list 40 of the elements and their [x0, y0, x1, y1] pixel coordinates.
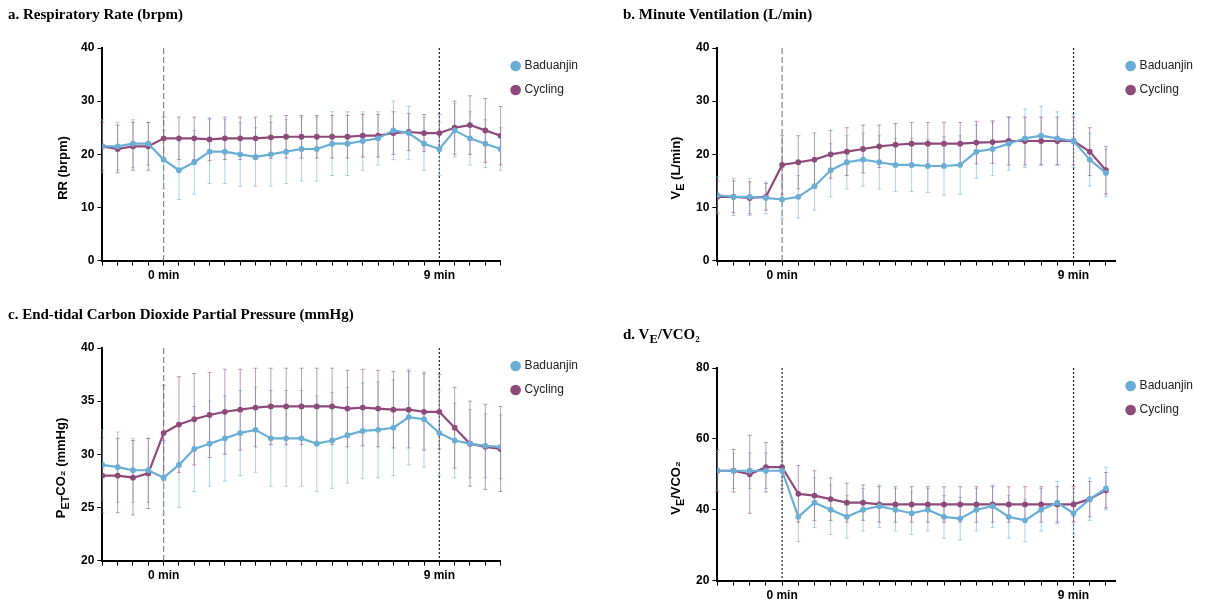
y-tick-label: 40: [80, 40, 95, 55]
y-tick-label: 80: [695, 360, 710, 375]
legend-label: Cycling: [1139, 402, 1179, 417]
y-tick-label: 40: [695, 502, 710, 517]
y-tick-label: 40: [80, 340, 95, 355]
x-tick-label: 0 min: [766, 268, 798, 283]
y-tick-label: 20: [695, 146, 710, 161]
legend-label: Cycling: [524, 382, 564, 397]
x-tick-label: 0 min: [766, 588, 798, 603]
y-tick-label: 10: [80, 199, 95, 214]
y-tick-label: 0: [702, 252, 710, 267]
y-tick-label: 30: [80, 446, 95, 461]
y-tick-label: 0: [87, 252, 95, 267]
y-axis-title: RR (brpm): [54, 136, 70, 200]
x-tick-label: 9 min: [1057, 588, 1090, 603]
y-tick-label: 25: [80, 499, 95, 514]
y-tick-label: 60: [695, 431, 710, 446]
chart-title: a. Respiratory Rate (brpm): [8, 6, 183, 23]
y-tick-label: 10: [695, 199, 710, 214]
legend-label: Baduanjin: [1139, 378, 1194, 393]
legend-label: Baduanjin: [524, 358, 579, 373]
y-tick-label: 20: [695, 572, 710, 587]
y-tick-label: 20: [80, 552, 95, 567]
legend-label: Baduanjin: [524, 58, 579, 73]
x-tick-label: 0 min: [147, 568, 180, 583]
y-tick-label: 35: [80, 393, 95, 408]
legend-label: Cycling: [1139, 82, 1179, 97]
x-tick-label: 9 min: [1057, 268, 1090, 283]
chart-title: c. End-tidal Carbon Dioxide Partial Pressure (mmHg): [8, 306, 354, 323]
x-tick-label: 9 min: [423, 268, 456, 283]
y-tick-label: 30: [695, 93, 710, 108]
legend-label: Cycling: [524, 82, 564, 97]
legend-label: Baduanjin: [1139, 58, 1194, 73]
x-tick-label: 9 min: [423, 568, 456, 583]
x-tick-label: 0 min: [147, 268, 180, 283]
y-tick-label: 30: [80, 93, 95, 108]
chart-title: b. Minute Ventilation (L/min): [623, 6, 813, 23]
chart-title: d. V$_{E}$/VCO₂: [623, 326, 700, 347]
y-tick-label: 40: [695, 40, 710, 55]
y-tick-label: 20: [80, 146, 95, 161]
